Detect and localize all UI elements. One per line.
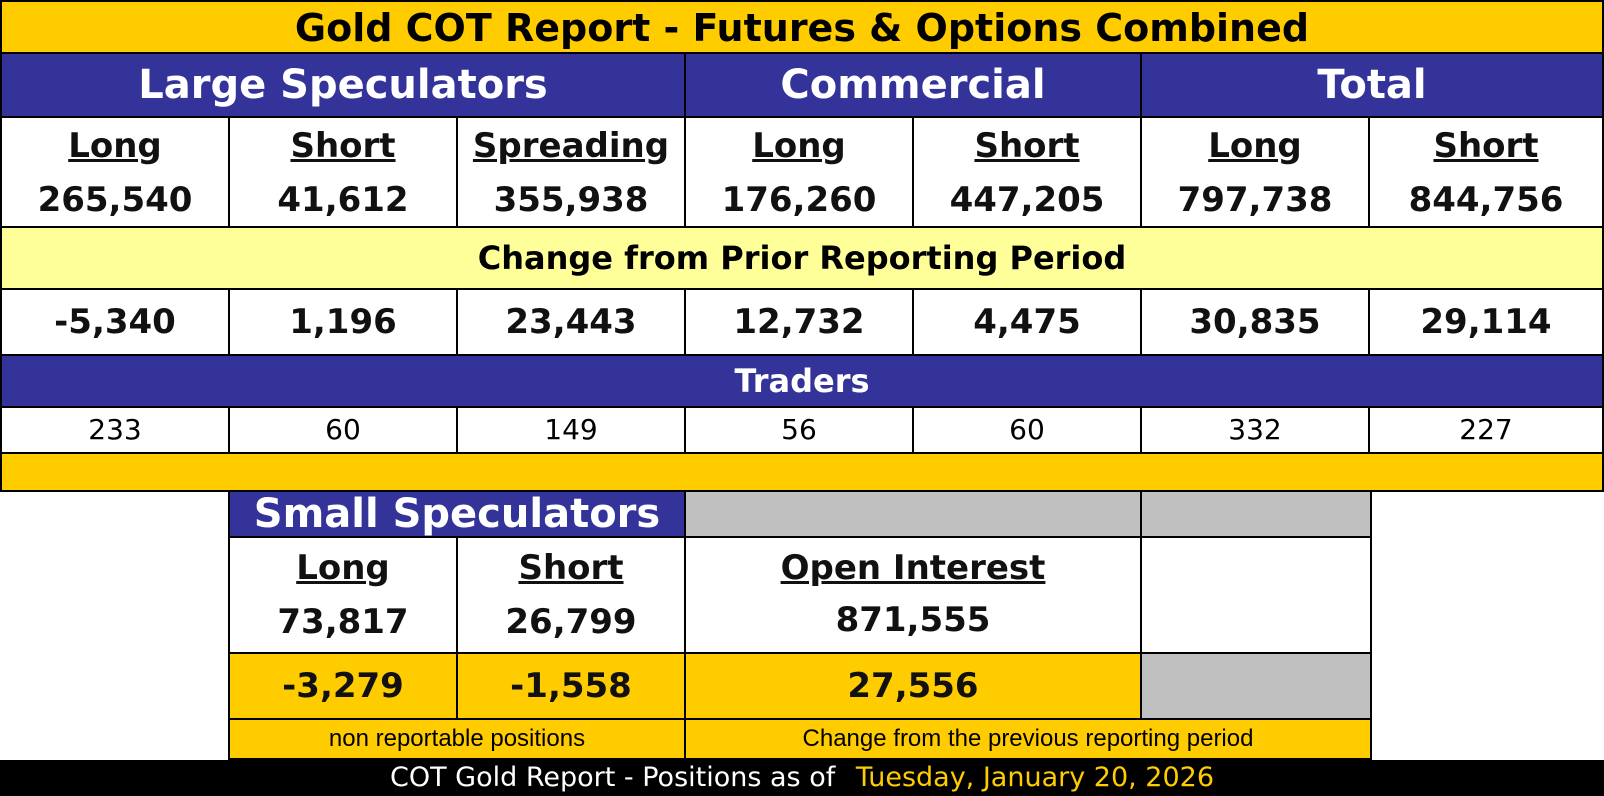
footer-date: Tuesday, January 20, 2026 xyxy=(855,762,1215,793)
change-value: 29,114 xyxy=(1368,288,1604,356)
traders-count: 149 xyxy=(456,406,686,454)
position-value: 447,205 xyxy=(949,180,1105,220)
traders-count: 332 xyxy=(1140,406,1370,454)
column-label: Spreading xyxy=(472,126,670,166)
open-interest-value: 871,555 xyxy=(835,600,991,640)
column-label: Long xyxy=(752,126,846,166)
traders-count: 56 xyxy=(684,406,914,454)
column-label: Long xyxy=(296,548,390,588)
position-cell: Short 844,756 xyxy=(1368,116,1604,228)
column-label: Short xyxy=(518,548,624,588)
open-interest: Open Interest 871,555 xyxy=(684,536,1142,654)
position-value: 797,738 xyxy=(1177,180,1333,220)
small-speculators-short: Short 26,799 xyxy=(456,536,686,654)
position-cell: Long 797,738 xyxy=(1140,116,1370,228)
position-value: 26,799 xyxy=(505,602,637,642)
change-note: Change from the previous reporting perio… xyxy=(684,718,1372,760)
group-total: Total xyxy=(1140,52,1604,118)
change-value: 30,835 xyxy=(1140,288,1370,356)
column-label: Long xyxy=(1208,126,1302,166)
position-value: 844,756 xyxy=(1408,180,1564,220)
footer-bar: COT Gold Report - Positions as of Tuesda… xyxy=(0,760,1604,796)
change-value: 23,443 xyxy=(456,288,686,356)
empty-cell xyxy=(1140,536,1372,654)
position-value: 265,540 xyxy=(37,180,193,220)
traders-banner: Traders xyxy=(0,354,1604,408)
change-value: 12,732 xyxy=(684,288,914,356)
position-cell: Long 176,260 xyxy=(684,116,914,228)
position-value: 41,612 xyxy=(277,180,409,220)
gray-header-cell xyxy=(1140,490,1372,538)
position-cell: Short 447,205 xyxy=(912,116,1142,228)
small-speculators-long: Long 73,817 xyxy=(228,536,458,654)
small-speculators-title: Small Speculators xyxy=(228,490,686,538)
group-large-speculators: Large Speculators xyxy=(0,52,686,118)
divider-band xyxy=(0,452,1604,492)
position-cell: Long 265,540 xyxy=(0,116,230,228)
traders-count: 227 xyxy=(1368,406,1604,454)
report-title: Gold COT Report - Futures & Options Comb… xyxy=(0,0,1604,54)
non-reportable-note: non reportable positions xyxy=(228,718,686,760)
column-label: Short xyxy=(1433,126,1539,166)
change-value: 1,196 xyxy=(228,288,458,356)
position-cell: Spreading 355,938 xyxy=(456,116,686,228)
position-cell: Short 41,612 xyxy=(228,116,458,228)
column-label: Short xyxy=(974,126,1080,166)
traders-count: 233 xyxy=(0,406,230,454)
column-label: Long xyxy=(68,126,162,166)
open-interest-label: Open Interest xyxy=(780,548,1046,588)
traders-count: 60 xyxy=(228,406,458,454)
small-speculators-short-change: -1,558 xyxy=(456,652,686,720)
open-interest-change: 27,556 xyxy=(684,652,1142,720)
change-value: -5,340 xyxy=(0,288,230,356)
group-commercial: Commercial xyxy=(684,52,1142,118)
gray-header-cell xyxy=(684,490,1142,538)
footer-prefix: COT Gold Report - Positions as of xyxy=(389,762,836,793)
traders-count: 60 xyxy=(912,406,1142,454)
position-value: 73,817 xyxy=(277,602,409,642)
small-speculators-long-change: -3,279 xyxy=(228,652,458,720)
change-value: 4,475 xyxy=(912,288,1142,356)
change-banner: Change from Prior Reporting Period xyxy=(0,226,1604,290)
gray-cell xyxy=(1140,652,1372,720)
position-value: 355,938 xyxy=(493,180,649,220)
position-value: 176,260 xyxy=(721,180,877,220)
column-label: Short xyxy=(290,126,396,166)
